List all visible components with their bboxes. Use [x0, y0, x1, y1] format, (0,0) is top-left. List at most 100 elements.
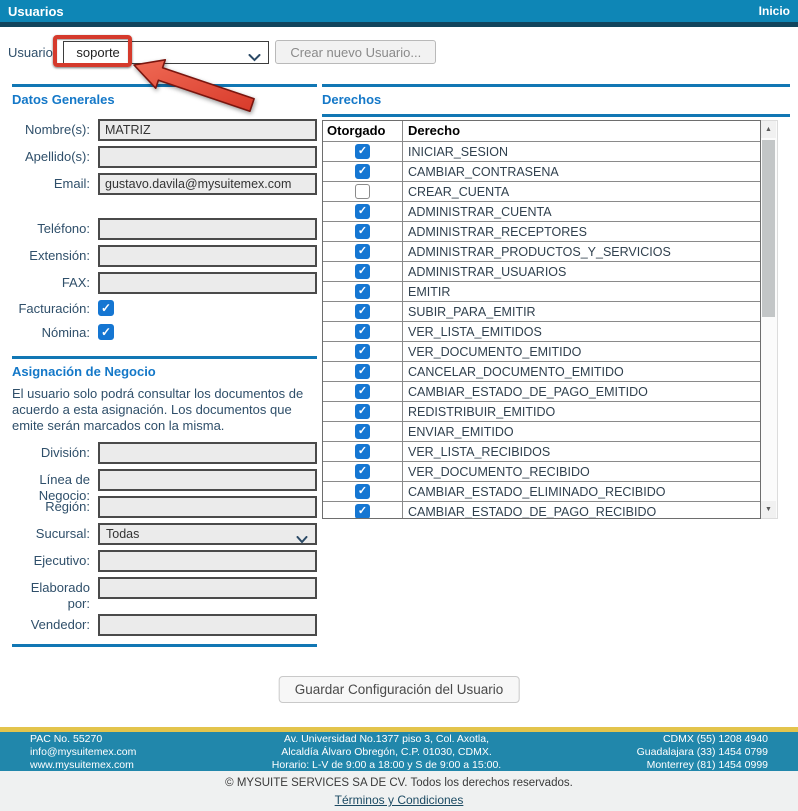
user-toolbar: Usuario: soporte Crear nuevo Usuario... — [8, 40, 437, 64]
create-user-button[interactable]: Crear nuevo Usuario... — [275, 40, 437, 64]
derecho-checkbox[interactable]: ✓ — [355, 304, 370, 319]
division-input[interactable] — [98, 442, 317, 464]
derecho-checkbox[interactable]: ✓ — [355, 164, 370, 179]
sucursal-row: Sucursal: Todas — [12, 523, 317, 545]
telefono-input[interactable] — [98, 218, 317, 240]
fax-label: FAX: — [61, 275, 90, 290]
linea-negocio-input[interactable] — [98, 469, 317, 491]
scrollbar-thumb[interactable] — [762, 140, 775, 317]
otorgado-cell: ✓ — [323, 142, 403, 161]
derecho-checkbox[interactable]: ✓ — [355, 424, 370, 439]
apellido-input[interactable] — [98, 146, 317, 168]
derecho-checkbox[interactable]: ✓ — [355, 464, 370, 479]
footer-bottom: © MYSUITE SERVICES SA DE CV. Todos los d… — [0, 771, 798, 811]
facturacion-checkbox[interactable]: ✓ — [98, 300, 114, 316]
division-row: División: — [12, 442, 317, 464]
derecho-checkbox[interactable]: ✓ — [355, 484, 370, 499]
division-label: División: — [40, 445, 90, 460]
table-row: ✓ ADMINISTRAR_PRODUCTOS_Y_SERVICIOS — [323, 242, 760, 262]
footer-band: PAC No. 55270 info@mysuitemex.com www.my… — [0, 732, 798, 771]
ejecutivo-row: Ejecutivo: — [12, 550, 317, 572]
user-select[interactable]: soporte — [63, 40, 270, 64]
fax-input[interactable] — [98, 272, 317, 294]
save-config-button[interactable]: Guardar Configuración del Usuario — [278, 676, 520, 703]
derechos-table: Otorgado Derecho ✓ INICIAR_SESION ✓ CAMBIAR… — [322, 120, 761, 519]
elaborado-row: Elaborado por: — [12, 577, 317, 611]
apellido-label: Apellido(s): — [24, 149, 90, 164]
derecho-checkbox[interactable]: ✓ — [355, 244, 370, 259]
home-link[interactable]: Inicio — [758, 4, 790, 18]
scrollbar-down-button[interactable]: ▼ — [761, 501, 776, 518]
asignacion-title: Asignación de Negocio — [12, 364, 156, 379]
otorgado-cell: ✓ — [323, 422, 403, 441]
footer-phone-gdl: Guadalajara (33) 1454 0799 — [636, 745, 768, 758]
otorgado-cell: ✓ — [323, 502, 403, 518]
otorgado-cell: ✓ — [323, 262, 403, 281]
derecho-checkbox[interactable]: ✓ — [355, 504, 370, 518]
derecho-checkbox[interactable]: ✓ — [355, 204, 370, 219]
table-row: ✓ VER_LISTA_RECIBIDOS — [323, 442, 760, 462]
otorgado-cell: ✓ — [323, 242, 403, 261]
terms-link[interactable]: Términos y Condiciones — [334, 793, 464, 807]
derecho-name: CREAR_CUENTA — [408, 184, 510, 199]
table-row: ✓ CAMBIAR_ESTADO_DE_PAGO_RECIBIDO — [323, 502, 760, 518]
ejecutivo-input[interactable] — [98, 550, 317, 572]
derecho-checkbox[interactable]: ✓ — [355, 404, 370, 419]
derecho-checkbox[interactable]: ✓ — [355, 284, 370, 299]
footer-address-2: Alcaldía Álvaro Obregón, C.P. 01030, CDM… — [281, 745, 492, 758]
table-row: ✓ ADMINISTRAR_CUENTA — [323, 202, 760, 222]
region-label: Región: — [45, 499, 90, 514]
email-row: Email: — [12, 173, 317, 195]
otorgado-column-header: Otorgado — [323, 121, 403, 141]
derecho-checkbox[interactable]: ✓ — [355, 144, 370, 159]
derecho-name: CAMBIAR_ESTADO_ELIMINADO_RECIBIDO — [408, 484, 666, 499]
elaborado-input[interactable] — [98, 577, 317, 599]
derecho-checkbox[interactable]: ✓ — [355, 264, 370, 279]
derecho-checkbox[interactable]: ✓ — [355, 444, 370, 459]
derecho-column-header: Derecho — [408, 123, 461, 138]
table-row: ✓ ENVIAR_EMITIDO — [323, 422, 760, 442]
otorgado-cell: ✓ — [323, 462, 403, 481]
table-row: ✓ EMITIR — [323, 282, 760, 302]
section-rule — [322, 84, 790, 87]
facturacion-label: Facturación: — [18, 300, 90, 316]
derecho-checkbox[interactable]: ✓ — [355, 384, 370, 399]
sucursal-select[interactable]: Todas — [98, 523, 317, 545]
linea-negocio-label: Línea de Negocio: — [38, 472, 90, 503]
derecho-name: VER_DOCUMENTO_EMITIDO — [408, 344, 582, 359]
derecho-name: ADMINISTRAR_USUARIOS — [408, 264, 567, 279]
datos-generales-title: Datos Generales — [12, 92, 115, 107]
region-input[interactable] — [98, 496, 317, 518]
derecho-checkbox[interactable]: ✓ — [355, 364, 370, 379]
nomina-row: Nómina: ✓ — [12, 324, 317, 340]
nombre-input[interactable] — [98, 119, 317, 141]
footer-address-1: Av. Universidad No.1377 piso 3, Col. Axo… — [283, 732, 490, 745]
otorgado-cell: ✓ — [323, 202, 403, 221]
nomina-checkbox[interactable]: ✓ — [98, 324, 114, 340]
usuario-label: Usuario: — [8, 44, 57, 60]
extension-input[interactable] — [98, 245, 317, 267]
derecho-checkbox[interactable]: ✓ — [355, 224, 370, 239]
derecho-name: ADMINISTRAR_RECEPTORES — [408, 224, 587, 239]
table-row: ✓ CANCELAR_DOCUMENTO_EMITIDO — [323, 362, 760, 382]
derecho-checkbox[interactable]: ✓ — [355, 324, 370, 339]
scrollbar-up-button[interactable]: ▲ — [761, 121, 776, 138]
derecho-checkbox[interactable]: ✓ — [355, 344, 370, 359]
elaborado-label: Elaborado por: — [30, 580, 90, 611]
extension-label: Extensión: — [29, 248, 90, 263]
table-row: ✓ CAMBIAR_ESTADO_DE_PAGO_EMITIDO — [323, 382, 760, 402]
otorgado-cell: ✓ — [323, 362, 403, 381]
derecho-name: CAMBIAR_ESTADO_DE_PAGO_EMITIDO — [408, 384, 648, 399]
table-row: ✓ CAMBIAR_CONTRASENA — [323, 162, 760, 182]
derecho-name: ENVIAR_EMITIDO — [408, 424, 514, 439]
email-input[interactable] — [98, 173, 317, 195]
vendedor-input[interactable] — [98, 614, 317, 636]
otorgado-cell: ✓ — [323, 402, 403, 421]
derecho-checkbox[interactable] — [355, 184, 370, 199]
scrollbar-track[interactable]: ▲ ▼ — [761, 120, 778, 519]
table-row: ✓ VER_DOCUMENTO_RECIBIDO — [323, 462, 760, 482]
derecho-name: VER_LISTA_RECIBIDOS — [408, 444, 551, 459]
page-title: Usuarios — [8, 3, 64, 19]
derecho-name: REDISTRIBUIR_EMITIDO — [408, 404, 556, 419]
